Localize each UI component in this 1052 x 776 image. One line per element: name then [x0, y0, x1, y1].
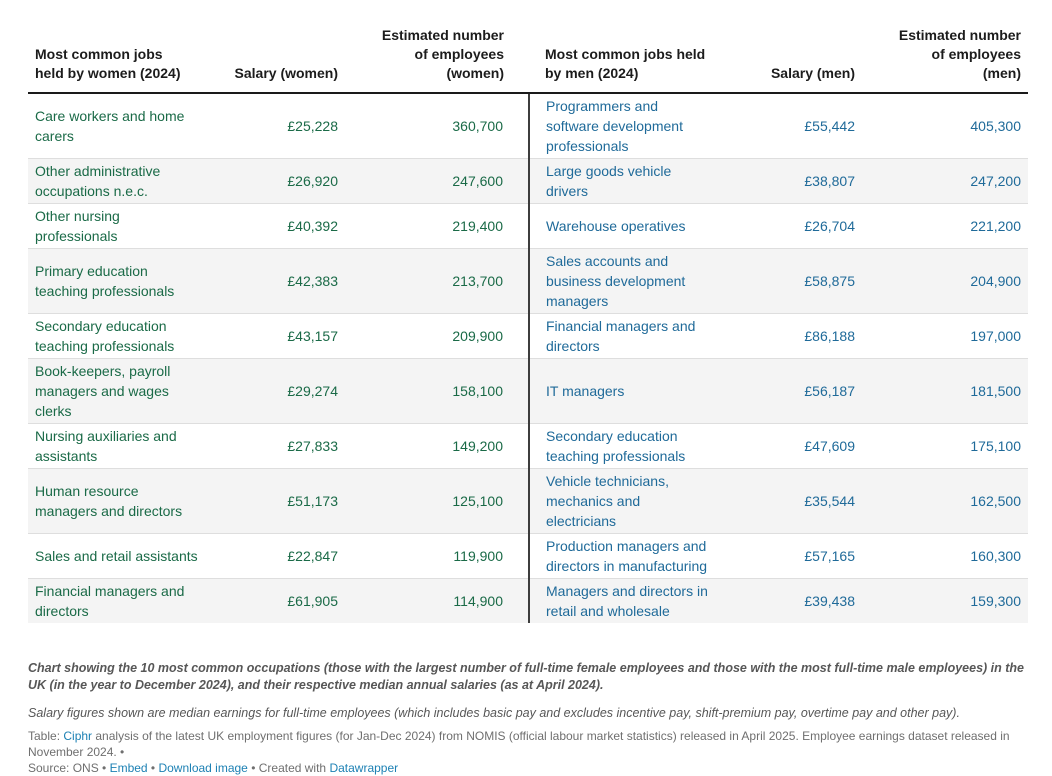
cell-men-job: Production managers and directors in man… [528, 533, 735, 579]
cell-men-salary: £56,187 [735, 358, 855, 424]
cell-women-salary: £26,920 [218, 158, 338, 204]
cell-men-employees: 175,100 [855, 423, 1028, 469]
embed-link[interactable]: Embed [109, 761, 148, 775]
cell-men-employees: 160,300 [855, 533, 1028, 579]
cell-men-job: Programmers and software development pro… [528, 93, 735, 159]
table-header: Most common jobs held by women (2024) Sa… [28, 12, 1028, 94]
cell-men-job: Sales accounts and business development … [528, 248, 735, 314]
cell-women-salary: £51,173 [218, 468, 338, 534]
cell-men-employees: 405,300 [970, 118, 1021, 134]
cell-women-employees: 247,600 [338, 158, 529, 204]
cell-men-job: Large goods vehicle drivers [528, 158, 735, 204]
cell-men-job: Secondary education teaching professiona… [528, 423, 735, 469]
cell-women-employees: 119,900 [338, 533, 529, 579]
cell-women-employees: 360,700 [452, 118, 503, 134]
header-men-jobs: Most common jobs held by men (2024) [529, 12, 735, 94]
cell-women-job: Care workers and home carers [35, 108, 185, 144]
created-with-text: • Created with [247, 761, 330, 775]
cell-men-employees: 162,500 [855, 468, 1028, 534]
cell-men-job: Managers and directors in retail and who… [528, 578, 735, 623]
cell-women-salary: £29,274 [218, 358, 338, 424]
header-women-jobs: Most common jobs held by women (2024) [28, 12, 218, 94]
cell-women-employees: 149,200 [338, 423, 529, 469]
cell-women-job: Nursing auxiliaries and assistants [28, 423, 218, 469]
cell-women-job: Sales and retail assistants [28, 533, 218, 579]
attribution: Table: Ciphr analysis of the latest UK e… [28, 728, 1038, 776]
cell-men-employees: 221,200 [855, 203, 1028, 249]
cell-women-job: Primary education teaching professionals [28, 248, 218, 314]
datawrapper-link[interactable]: Datawrapper [329, 761, 399, 775]
attribution-prefix: Table: [28, 729, 64, 743]
cell-men-salary: £57,165 [735, 533, 855, 579]
table-row: Other administrative occupations n.e.c. … [28, 158, 1028, 204]
cell-women-employees: 219,400 [338, 203, 529, 249]
table-row: Primary education teaching professionals… [28, 248, 1028, 314]
cell-women-job: Financial managers and directors [28, 578, 218, 623]
cell-women-job: Secondary education teaching professiona… [28, 313, 218, 359]
cell-women-salary: £25,228 [287, 118, 338, 134]
table-row: Sales and retail assistants £22,847 119,… [28, 533, 1028, 579]
cell-women-job: Other administrative occupations n.e.c. [28, 158, 218, 204]
cell-men-salary: £35,544 [735, 468, 855, 534]
table-body: Care workers and home carers £25,228 360… [28, 93, 1028, 623]
cell-men-employees: 159,300 [855, 578, 1028, 623]
cell-women-salary: £22,847 [218, 533, 338, 579]
cell-women-employees: 114,900 [338, 578, 529, 623]
cell-women-employees: 158,100 [338, 358, 529, 424]
table-row: Care workers and home carers £25,228 360… [28, 93, 1028, 159]
header-row: Most common jobs held by women (2024) Sa… [28, 12, 1028, 94]
header-women-employees: Estimated number of employees (women) [338, 12, 529, 94]
table-row: Secondary education teaching professiona… [28, 313, 1028, 359]
table-row: Other nursing professionals £40,392 219,… [28, 203, 1028, 249]
header-men-salary: Salary (men) [735, 12, 855, 94]
attribution-sep: • [147, 761, 159, 775]
cell-women-salary: £43,157 [218, 313, 338, 359]
cell-men-salary: £86,188 [735, 313, 855, 359]
cell-women-employees: 209,900 [338, 313, 529, 359]
cell-women-salary: £27,833 [218, 423, 338, 469]
download-image-link[interactable]: Download image [158, 761, 248, 775]
cell-men-job: Warehouse operatives [528, 203, 735, 249]
cell-women-job: Other nursing professionals [28, 203, 218, 249]
cell-men-employees: 181,500 [855, 358, 1028, 424]
cell-women-salary: £42,383 [218, 248, 338, 314]
cell-men-salary: £58,875 [735, 248, 855, 314]
table-row: Financial managers and directors £61,905… [28, 578, 1028, 623]
cell-women-job: Book-keepers, payroll managers and wages… [28, 358, 218, 424]
cell-women-employees: 213,700 [338, 248, 529, 314]
table-row: Human resource managers and directors £5… [28, 468, 1028, 534]
cell-men-salary: £38,807 [735, 158, 855, 204]
table-row: Book-keepers, payroll managers and wages… [28, 358, 1028, 424]
ciphr-link[interactable]: Ciphr [63, 729, 93, 743]
salary-note: Salary figures shown are median earnings… [28, 706, 960, 720]
cell-men-salary: £47,609 [735, 423, 855, 469]
cell-men-job: Financial managers and directors [528, 313, 735, 359]
cell-women-salary: £61,905 [218, 578, 338, 623]
cell-men-salary: £26,704 [735, 203, 855, 249]
cell-women-employees: 125,100 [338, 468, 529, 534]
cell-men-job: Vehicle technicians, mechanics and elect… [528, 468, 735, 534]
cell-men-salary: £55,442 [804, 118, 855, 134]
chart-description: Chart showing the 10 most common occupat… [28, 661, 1024, 692]
cell-men-job: IT managers [528, 358, 735, 424]
cell-men-employees: 204,900 [855, 248, 1028, 314]
cell-men-employees: 247,200 [855, 158, 1028, 204]
cell-men-salary: £39,438 [735, 578, 855, 623]
cell-women-job: Human resource managers and directors [28, 468, 218, 534]
cell-men-employees: 197,000 [855, 313, 1028, 359]
header-men-employees: Estimated number of employees (men) [855, 12, 1028, 94]
table-footer: Chart showing the 10 most common occupat… [28, 660, 1038, 776]
table-row: Nursing auxiliaries and assistants £27,8… [28, 423, 1028, 469]
header-women-salary: Salary (women) [218, 12, 338, 94]
cell-women-salary: £40,392 [218, 203, 338, 249]
jobs-salary-table: Most common jobs held by women (2024) Sa… [28, 12, 1028, 623]
